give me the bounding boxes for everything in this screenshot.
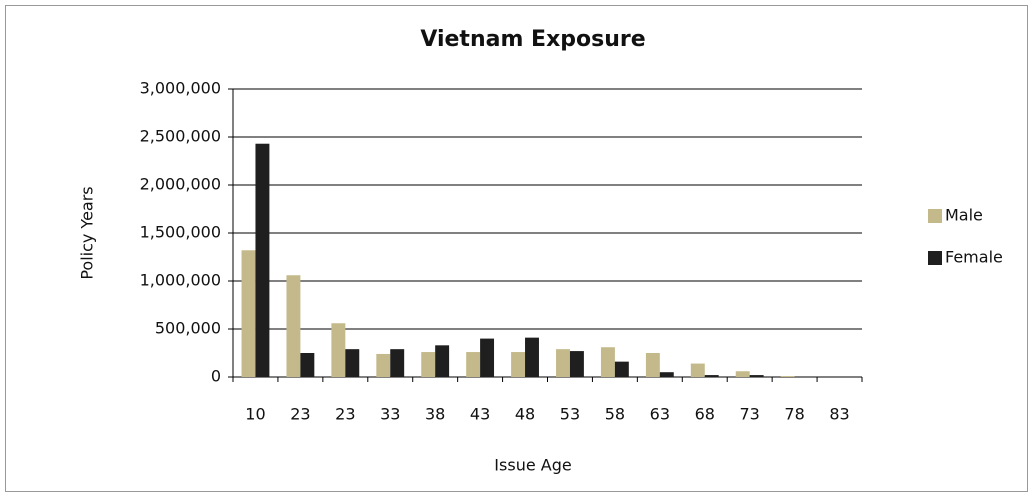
bar (376, 353, 391, 377)
legend-label: Male (945, 206, 983, 225)
y-tick-label: 500,000 (155, 319, 221, 338)
x-tick-label: 23 (290, 405, 310, 424)
bar (241, 250, 256, 377)
bar (735, 371, 750, 377)
bar (511, 352, 526, 377)
y-tick-label: 1,500,000 (140, 223, 221, 242)
bar (600, 347, 615, 377)
bar (480, 338, 495, 377)
bar (286, 275, 301, 377)
bar (331, 323, 346, 377)
bar (749, 375, 764, 377)
bar (659, 372, 674, 377)
y-tick-label: 1,000,000 (140, 271, 221, 290)
bar (421, 352, 436, 377)
chart-title: Vietnam Exposure (420, 27, 645, 52)
x-tick-label: 68 (695, 405, 715, 424)
x-tick-label: 73 (739, 405, 759, 424)
bar (780, 376, 795, 377)
x-tick-label: 38 (425, 405, 445, 424)
x-axis-label: Issue Age (494, 456, 571, 475)
x-tick-label: 63 (650, 405, 670, 424)
legend-swatch (928, 209, 942, 223)
y-tick-label: 2,000,000 (140, 175, 221, 194)
bar (525, 337, 539, 377)
bar (300, 353, 315, 377)
bar (614, 361, 629, 377)
bar (345, 349, 360, 377)
y-tick-label: 2,500,000 (140, 127, 221, 146)
x-tick-label: 43 (470, 405, 490, 424)
x-tick-label: 78 (784, 405, 804, 424)
bar (556, 349, 570, 377)
chart-frame (5, 5, 1028, 492)
y-tick-label: 3,000,000 (140, 79, 221, 98)
x-tick-label: 23 (335, 405, 355, 424)
bar (690, 363, 705, 377)
x-tick-label: 10 (245, 405, 265, 424)
bar (390, 349, 405, 377)
bar (255, 143, 270, 377)
y-axis-label: Policy Years (78, 186, 97, 279)
bar (569, 351, 584, 377)
bar (704, 375, 719, 377)
bar (466, 352, 481, 377)
x-tick-label: 83 (829, 405, 849, 424)
x-tick-label: 33 (380, 405, 400, 424)
legend-swatch (928, 251, 942, 265)
x-tick-label: 53 (560, 405, 580, 424)
legend-label: Female (945, 248, 1003, 267)
bar (645, 353, 660, 377)
x-tick-label: 58 (605, 405, 625, 424)
x-tick-label: 48 (515, 405, 535, 424)
y-tick-label: 0 (211, 367, 221, 386)
bar (435, 345, 450, 377)
